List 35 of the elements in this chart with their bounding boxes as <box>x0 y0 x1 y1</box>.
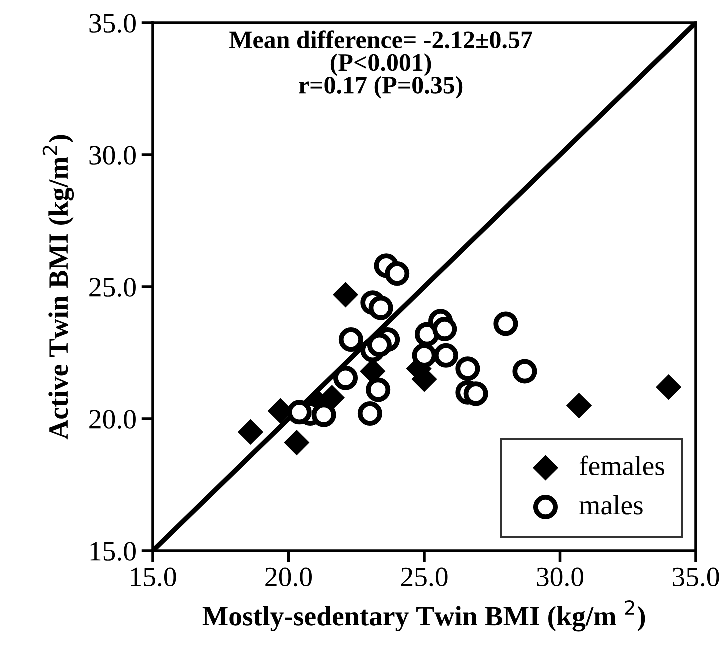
legend-label: males <box>580 495 643 515</box>
y-tick-label: 25.0 <box>90 278 136 298</box>
point <box>284 430 310 456</box>
x-tick-label: 20.0 <box>266 568 312 587</box>
x-axis-title: Mostly-sedentary Twin BMI (kg/m $^{2}$) <box>202 600 646 632</box>
y-tick-label: 30.0 <box>90 146 136 166</box>
point <box>332 282 359 308</box>
point <box>656 374 682 400</box>
point <box>367 332 392 358</box>
point <box>368 296 394 320</box>
x-tick-label: 35.0 <box>673 568 720 587</box>
point <box>385 262 410 286</box>
point <box>434 343 458 368</box>
y-tick-label: 15.0 <box>90 542 136 562</box>
point <box>287 400 312 425</box>
annotation: Mean difference= -2.12±0.57 (P<0.001) r=0.17 (P=0.35) <box>230 30 532 99</box>
point <box>366 378 391 402</box>
point <box>334 366 358 390</box>
point <box>432 316 458 342</box>
x-tick-label: 15.0 <box>131 568 176 587</box>
point <box>412 343 437 368</box>
y-tick-label: 35.0 <box>90 14 136 34</box>
point <box>338 328 364 352</box>
y-tick-label: 20.0 <box>90 410 136 430</box>
point <box>464 382 488 406</box>
point <box>494 312 518 336</box>
point <box>358 401 382 426</box>
point <box>456 356 480 382</box>
legend-label: females <box>580 456 664 476</box>
point <box>512 359 538 384</box>
x-tick-label: 30.0 <box>537 568 584 587</box>
point <box>238 419 264 446</box>
x-tick-label: 25.0 <box>401 568 448 587</box>
point <box>566 392 592 419</box>
y-axis-title: Active Twin BMI (kg/m$^{2}$) <box>42 135 74 440</box>
